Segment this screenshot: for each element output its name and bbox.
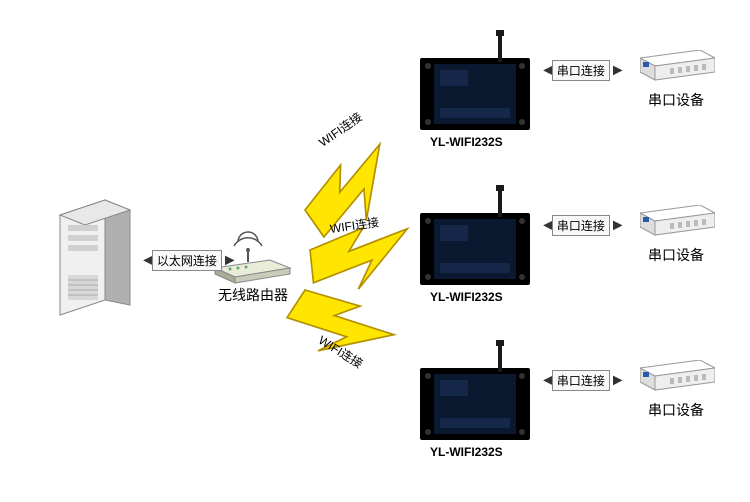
server-icon (50, 190, 140, 320)
wifi-label-2: WIFI连接 (329, 213, 380, 237)
server-pc (50, 190, 140, 320)
serial-label-2: 串口连接 (552, 215, 610, 236)
router-label: 无线路由器 (218, 285, 288, 305)
serial-connection-1: ◄ 串口连接 ► (540, 60, 622, 81)
arrow-right-icon: ► (610, 217, 622, 235)
wifi-module-3 (420, 340, 530, 445)
serial-device-2 (640, 205, 715, 245)
wifi-module-2-label: YL-WIFI232S (430, 290, 503, 304)
wifi-module-1 (420, 30, 530, 135)
serial-label-1: 串口连接 (552, 60, 610, 81)
ethernet-label: 以太网连接 (152, 250, 222, 271)
arrow-right-icon: ► (610, 372, 622, 390)
serial-device-2-label: 串口设备 (648, 245, 704, 265)
wifi-label-3: WIFI连接 (315, 331, 366, 372)
serial-connection-3: ◄ 串口连接 ► (540, 370, 622, 391)
serial-label-3: 串口连接 (552, 370, 610, 391)
arrow-right-icon: ► (222, 252, 234, 270)
wifi-module-3-label: YL-WIFI232S (430, 445, 503, 459)
arrow-left-icon: ◄ (540, 372, 552, 390)
ethernet-connection: ◄ 以太网连接 ► (140, 250, 234, 271)
arrow-left-icon: ◄ (540, 62, 552, 80)
serial-device-3-label: 串口设备 (648, 400, 704, 420)
arrow-left-icon: ◄ (140, 252, 152, 270)
serial-device-1-label: 串口设备 (648, 90, 704, 110)
arrow-left-icon: ◄ (540, 217, 552, 235)
serial-device-1 (640, 50, 715, 90)
serial-connection-2: ◄ 串口连接 ► (540, 215, 622, 236)
wifi-module-1-label: YL-WIFI232S (430, 135, 503, 149)
arrow-right-icon: ► (610, 62, 622, 80)
wifi-label-1: WIFI连接 (315, 108, 365, 150)
wifi-module-2 (420, 185, 530, 290)
serial-device-3 (640, 360, 715, 400)
